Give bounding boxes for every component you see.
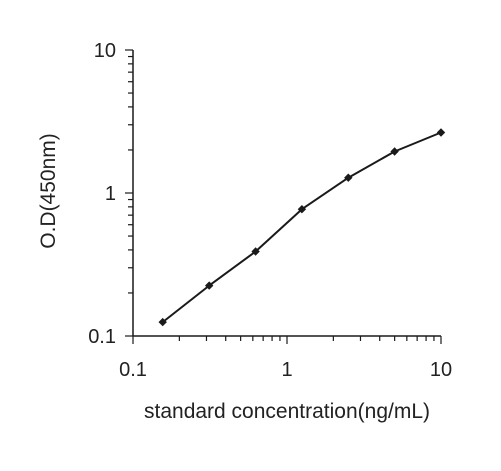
data-point-marker: [158, 317, 167, 327]
data-point-marker: [390, 147, 399, 156]
y-tick-label: 1: [105, 183, 116, 205]
data-point-marker: [436, 128, 446, 137]
axes: 0.1 1 10 0.1 1 10: [88, 40, 452, 381]
x-tick-label: 10: [430, 359, 452, 381]
x-tick-label: 1: [281, 359, 292, 381]
data-point-marker: [297, 205, 307, 214]
data-point-marker: [251, 247, 260, 256]
series-line: [162, 131, 442, 323]
series-layer: [158, 128, 446, 327]
data-point-marker: [344, 173, 353, 182]
labels-layer: standard concentration(ng/mL) O.D(450nm): [37, 133, 430, 423]
y-tick-label: 0.1: [88, 326, 116, 348]
y-tick-label: 10: [94, 40, 116, 62]
y-axis-label: O.D(450nm): [37, 133, 60, 249]
x-tick-label: 0.1: [119, 359, 147, 381]
x-axis-label: standard concentration(ng/mL): [144, 400, 430, 423]
data-point-marker: [205, 281, 214, 290]
